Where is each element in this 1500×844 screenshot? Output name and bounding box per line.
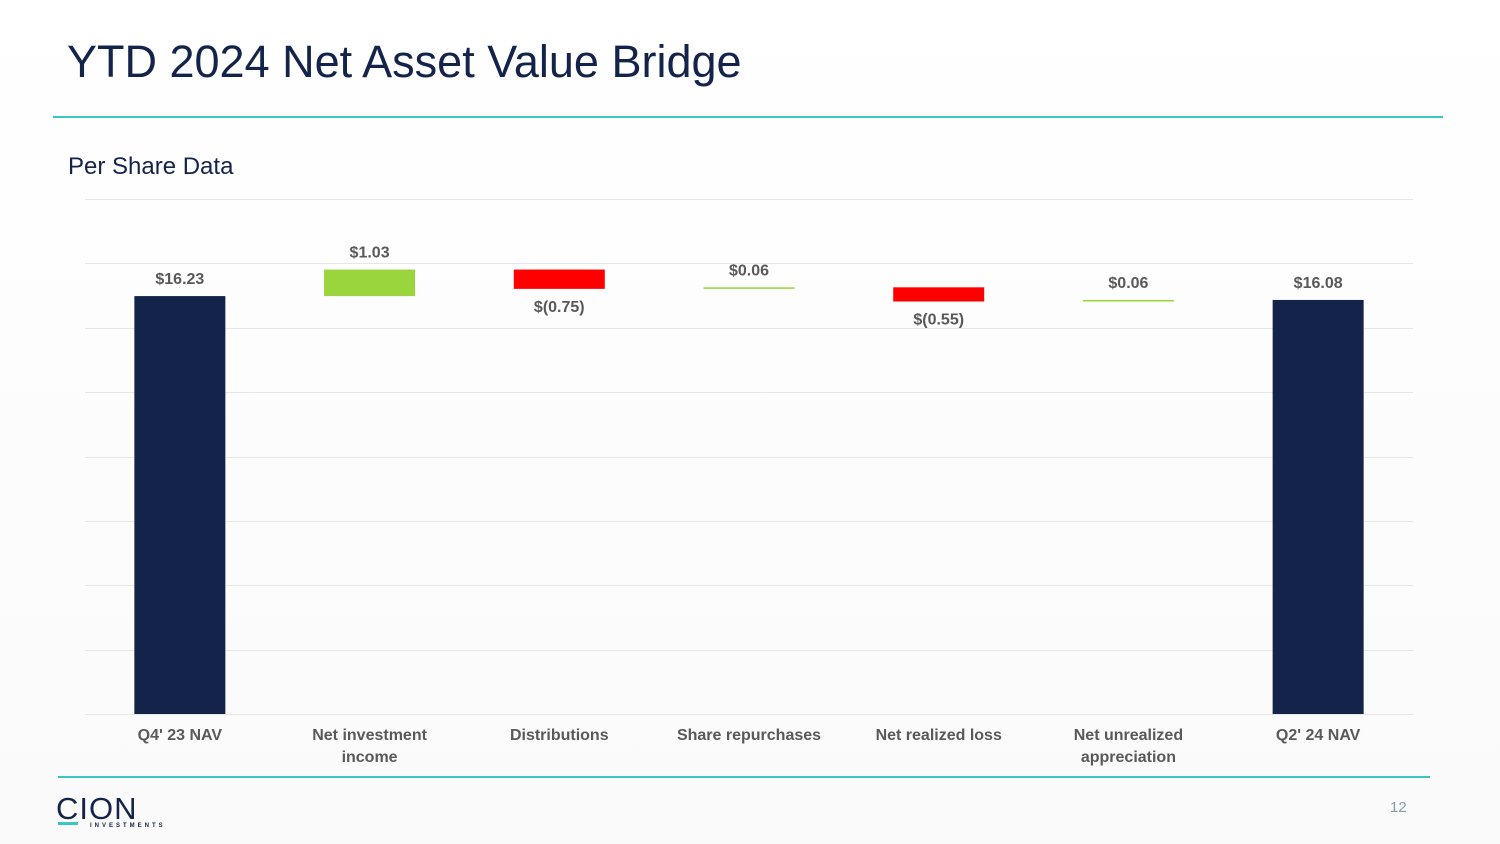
increase-bar [703, 287, 795, 289]
page-number: 12 [1390, 799, 1407, 816]
logo-accent-bar [58, 822, 78, 825]
title-divider [53, 116, 1443, 118]
data-label: $16.23 [155, 271, 204, 288]
category-label: appreciation [1081, 749, 1176, 766]
category-label: income [342, 749, 398, 766]
increase-bar [324, 269, 416, 297]
total-bar [134, 296, 226, 714]
slide-title: YTD 2024 Net Asset Value Bridge [67, 36, 742, 87]
category-label: Net realized loss [876, 727, 1002, 744]
footer-divider [58, 776, 1430, 778]
total-bar [1272, 299, 1364, 714]
decrease-bar [893, 287, 985, 302]
data-label: $(0.55) [913, 311, 964, 328]
increase-bar [1082, 299, 1174, 302]
data-label: $0.06 [1108, 275, 1148, 292]
category-label: Net unrealized [1074, 727, 1183, 744]
data-label: $(0.75) [534, 299, 585, 316]
data-label: $1.03 [350, 245, 390, 262]
cion-logo: CION INVESTMENTS [56, 791, 163, 834]
category-label: Distributions [510, 727, 609, 744]
data-label: $16.08 [1294, 275, 1343, 292]
category-label: Net investment [312, 727, 427, 744]
logo-wordmark: CION [56, 791, 138, 826]
data-label: $0.06 [729, 262, 769, 279]
category-label: Q4' 23 NAV [138, 727, 223, 744]
chart-subtitle: Per Share Data [68, 153, 234, 180]
category-label: Q2' 24 NAV [1276, 727, 1361, 744]
category-label: Share repurchases [677, 727, 821, 744]
decrease-bar [513, 269, 605, 289]
logo-tagline: INVESTMENTS [90, 823, 166, 829]
